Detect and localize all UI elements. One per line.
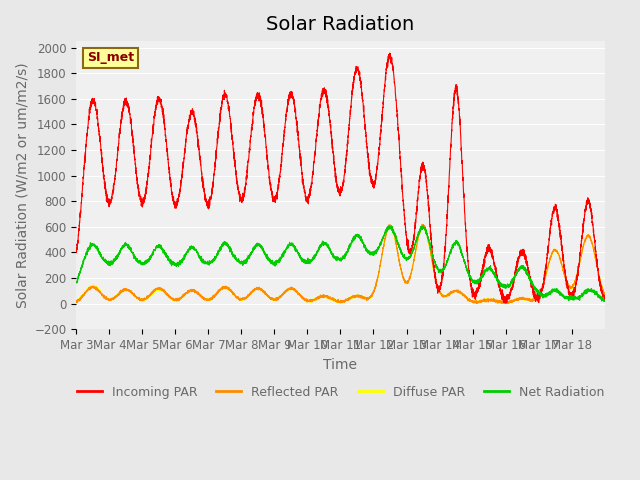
Legend: Incoming PAR, Reflected PAR, Diffuse PAR, Net Radiation: Incoming PAR, Reflected PAR, Diffuse PAR…: [72, 381, 609, 404]
Y-axis label: Solar Radiation (W/m2 or um/m2/s): Solar Radiation (W/m2 or um/m2/s): [15, 62, 29, 308]
Title: Solar Radiation: Solar Radiation: [266, 15, 415, 34]
X-axis label: Time: Time: [323, 358, 358, 372]
Text: SI_met: SI_met: [87, 51, 134, 64]
